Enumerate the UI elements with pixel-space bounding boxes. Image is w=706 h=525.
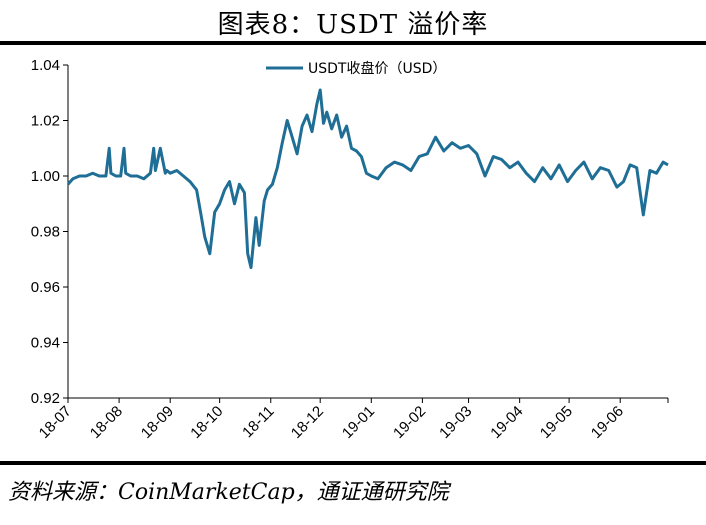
x-tick-label: 19-03	[436, 403, 475, 442]
top-rule	[0, 41, 706, 45]
y-tick-label: 0.92	[31, 390, 60, 407]
y-tick-label: 1.02	[31, 113, 60, 130]
x-tick-label: 19-05	[537, 403, 576, 442]
y-tick-label: 1.00	[31, 168, 60, 185]
x-tick-label: 19-02	[390, 403, 429, 442]
x-tick-label: 18-07	[36, 403, 75, 442]
x-tick-label: 18-10	[187, 403, 226, 442]
y-tick-label: 0.94	[31, 335, 60, 352]
x-tick-label: 18-11	[239, 403, 277, 441]
bottom-rule	[0, 461, 706, 465]
usdt-close-line	[66, 88, 669, 270]
x-tick-label: 18-09	[138, 403, 177, 442]
x-tick-label: 18-12	[288, 403, 327, 442]
legend: USDT收盘价（USD）	[266, 60, 446, 77]
chart-title: 图表8：USDT 溢价率	[217, 10, 489, 40]
legend-label: USDT收盘价（USD）	[308, 60, 446, 77]
x-tick-label: 19-06	[588, 403, 627, 442]
y-tick-label: 1.04	[31, 57, 60, 74]
x-tick-label: 19-01	[339, 403, 378, 442]
y-tick-label: 0.96	[31, 279, 60, 296]
x-tick-label: 19-04	[487, 403, 526, 442]
source-note: 资料来源：CoinMarketCap，通证通研究院	[8, 480, 449, 505]
y-tick-label: 0.98	[31, 224, 60, 241]
axes: 0.92 0.94 0.96 0.98 1.00 1.02 1.04 18-07 18-08 18…	[31, 57, 669, 442]
plot-area	[66, 88, 669, 270]
x-tick-label: 18-08	[87, 403, 126, 442]
